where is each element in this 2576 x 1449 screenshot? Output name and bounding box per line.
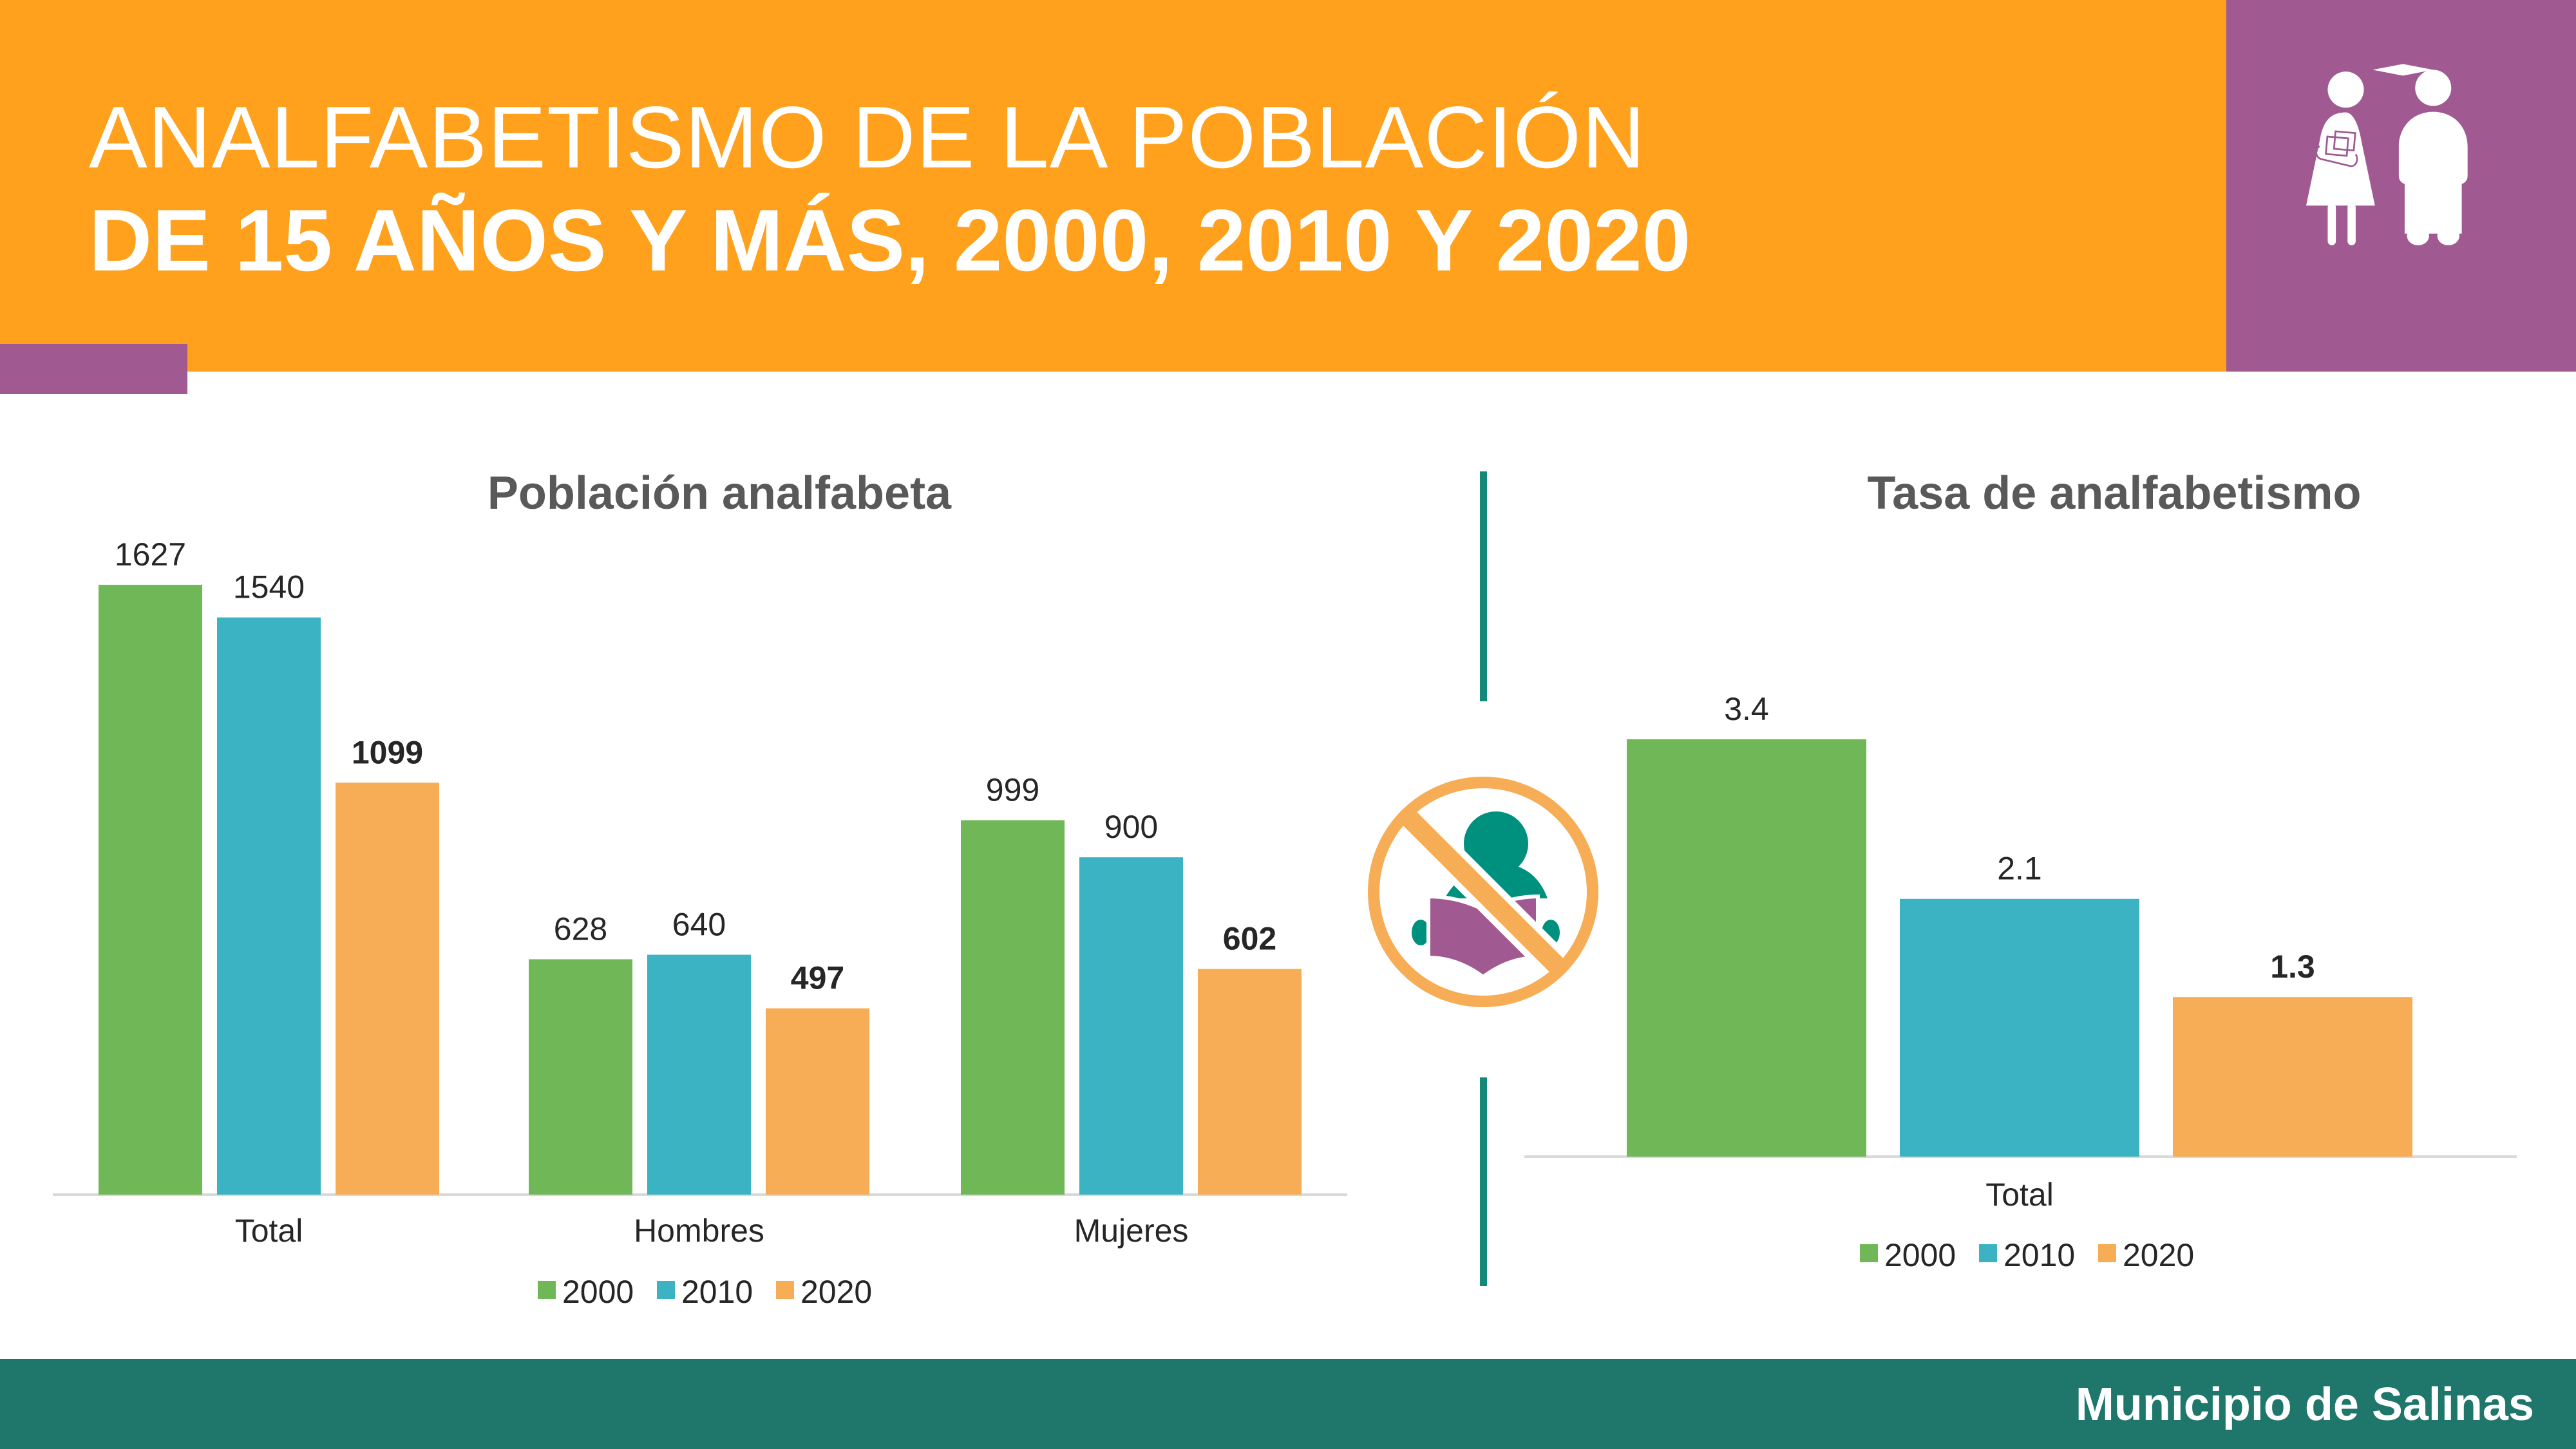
footer-bar: Municipio de Salinas bbox=[0, 1359, 2576, 1449]
data-label: 497 bbox=[791, 960, 844, 996]
category-label: Total bbox=[235, 1213, 303, 1249]
bar-hombres-2000 bbox=[529, 959, 632, 1195]
category-label: Total bbox=[1985, 1177, 2054, 1213]
legend-label-2000: 2000 bbox=[1884, 1237, 1956, 1273]
data-label: 1540 bbox=[233, 569, 305, 605]
data-label: 640 bbox=[672, 907, 726, 943]
data-label: 1.3 bbox=[2270, 949, 2315, 985]
legend-swatch-2010 bbox=[657, 1281, 675, 1299]
bar-total-2010 bbox=[217, 617, 321, 1195]
bar-mujeres-2020 bbox=[1198, 969, 1302, 1195]
chart-title: Población analfabeta bbox=[488, 468, 952, 519]
title-line-2: DE 15 AÑOS Y MÁS, 2000, 2010 Y 2020 bbox=[89, 191, 1691, 289]
bar-total-2000 bbox=[99, 585, 202, 1195]
bar-hombres-2010 bbox=[647, 954, 751, 1195]
legend-swatch-2000 bbox=[1860, 1244, 1878, 1262]
data-label: 628 bbox=[554, 911, 607, 947]
chart-title: Tasa de analfabetismo bbox=[1868, 468, 2362, 519]
legend-label-2000: 2000 bbox=[562, 1274, 634, 1310]
legend-swatch-2010 bbox=[1979, 1244, 1997, 1262]
title-line-1: ANALFABETISMO DE LA POBLACIÓN bbox=[89, 88, 1646, 186]
legend-swatch-2020 bbox=[2098, 1244, 2116, 1262]
data-label: 602 bbox=[1223, 921, 1276, 957]
student-and-graduate-icon bbox=[2306, 64, 2468, 245]
chart-poblacion-analfabeta: 1627 1540 1099 Total 628 640 497 Hombres 999 900 6… bbox=[53, 536, 1347, 1310]
bar-total-2010 bbox=[1900, 898, 2139, 1157]
footer-label: Municipio de Salinas bbox=[2075, 1379, 2534, 1430]
data-label: 900 bbox=[1104, 809, 1158, 845]
category-label: Mujeres bbox=[1074, 1213, 1189, 1249]
chart-tasa-analfabetismo: 3.4 2.1 1.3 Total 2000 2010 2020 bbox=[1524, 691, 2517, 1273]
bar-total-2000 bbox=[1627, 739, 1866, 1157]
divider-line-top bbox=[1480, 471, 1487, 701]
header-icon-box bbox=[2226, 0, 2576, 372]
bar-mujeres-2000 bbox=[961, 820, 1065, 1195]
bar-hombres-2020 bbox=[766, 1008, 869, 1195]
divider-line-bottom bbox=[1480, 1077, 1487, 1286]
legend-swatch-2000 bbox=[538, 1281, 556, 1299]
legend-label-2010: 2010 bbox=[681, 1274, 753, 1310]
accent-strip bbox=[0, 344, 187, 394]
legend-swatch-2020 bbox=[776, 1281, 794, 1299]
no-reading-icon bbox=[1368, 777, 1598, 1007]
bar-total-2020 bbox=[336, 782, 439, 1195]
legend-label-2020: 2020 bbox=[2123, 1237, 2194, 1273]
data-label: 1627 bbox=[115, 536, 186, 573]
bar-mujeres-2010 bbox=[1079, 857, 1183, 1195]
data-label: 3.4 bbox=[1724, 691, 1769, 727]
category-label: Hombres bbox=[634, 1213, 764, 1249]
data-label: 2.1 bbox=[1997, 851, 2042, 887]
header-banner: ANALFABETISMO DE LA POBLACIÓN DE 15 AÑOS… bbox=[0, 0, 2226, 372]
legend-label-2020: 2020 bbox=[800, 1274, 872, 1310]
bar-total-2020 bbox=[2173, 997, 2412, 1157]
data-label: 1099 bbox=[352, 734, 423, 770]
data-label: 999 bbox=[986, 772, 1039, 808]
legend-label-2010: 2010 bbox=[2003, 1237, 2075, 1273]
